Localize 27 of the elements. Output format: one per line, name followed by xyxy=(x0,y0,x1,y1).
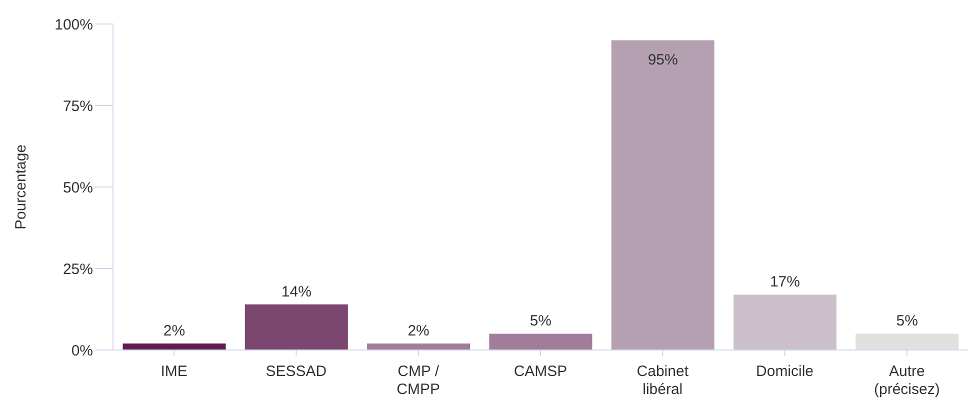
bar xyxy=(122,343,226,350)
y-tick-label: 75% xyxy=(62,98,93,115)
bar xyxy=(856,334,959,350)
data-label: 5% xyxy=(530,312,552,330)
data-label: 17% xyxy=(770,274,800,291)
data-label: 14% xyxy=(281,283,312,300)
y-axis-title: Pourcentage xyxy=(12,144,30,230)
x-tick-label: SESSAD xyxy=(266,363,327,380)
x-tick-label: Cabinet libéral xyxy=(636,363,690,398)
data-label: 5% xyxy=(896,312,918,330)
y-tick-label: 0% xyxy=(71,342,93,360)
x-tick-label: IME xyxy=(160,363,188,380)
y-tick-label: 100% xyxy=(54,16,93,34)
bar xyxy=(733,294,836,350)
x-tick-label: Autre (précisez) xyxy=(874,363,940,398)
bar xyxy=(489,334,592,350)
x-tick-label: CAMSP xyxy=(514,363,568,380)
data-label: 2% xyxy=(163,322,186,340)
y-tick-label: 25% xyxy=(62,260,93,278)
y-tick-label: 50% xyxy=(62,179,93,196)
x-tick-label: CMP / CMPP xyxy=(396,363,440,398)
bar xyxy=(611,40,714,350)
data-label: 2% xyxy=(408,322,430,340)
data-label: 95% xyxy=(648,51,678,68)
bar xyxy=(244,304,348,350)
bar xyxy=(367,343,470,350)
x-tick-label: Domicile xyxy=(756,363,814,380)
